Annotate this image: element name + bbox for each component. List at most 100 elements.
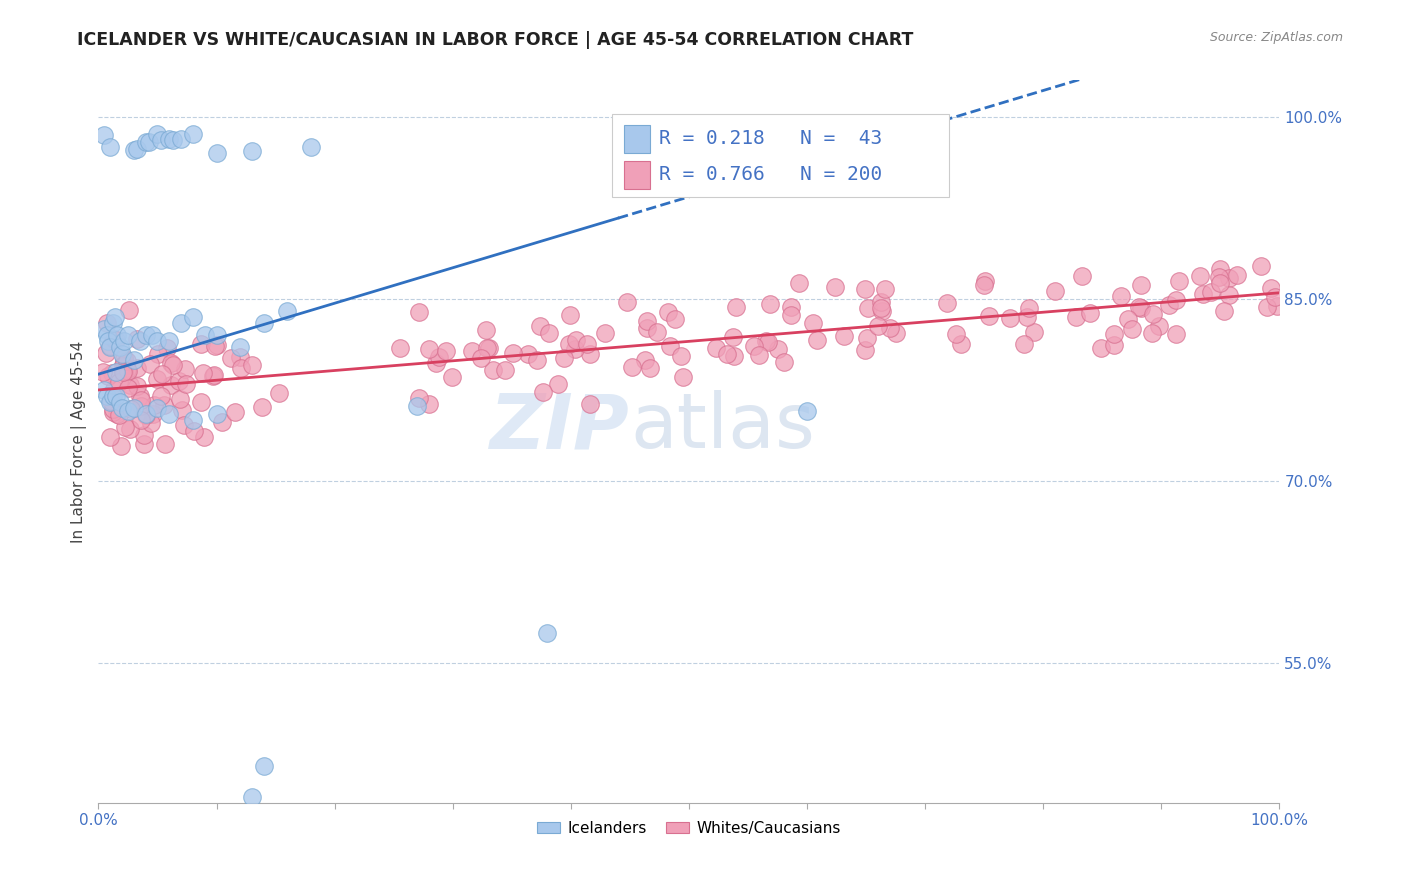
Point	[806, 333, 828, 347]
Point	[105, 407, 128, 421]
Point	[494, 363, 516, 377]
Point	[408, 391, 430, 405]
Point	[856, 331, 879, 345]
Point	[1209, 276, 1232, 290]
Point	[93, 383, 115, 397]
Point	[100, 339, 122, 353]
Point	[134, 437, 156, 451]
Text: ZIP: ZIP	[491, 390, 630, 464]
Point	[787, 276, 810, 290]
Point	[441, 369, 464, 384]
Point	[157, 334, 180, 349]
Point	[120, 401, 142, 416]
Point	[146, 401, 169, 416]
Point	[773, 355, 796, 369]
Point	[229, 340, 252, 354]
Point	[101, 366, 124, 380]
Point	[101, 316, 124, 330]
Point	[162, 133, 184, 147]
Point	[1265, 299, 1288, 313]
Point	[388, 341, 411, 355]
Point	[716, 346, 738, 360]
Point	[1142, 307, 1164, 321]
Point	[181, 128, 204, 142]
Point	[564, 334, 586, 348]
Point	[135, 408, 157, 422]
Point	[150, 367, 173, 381]
Point	[616, 294, 638, 309]
Point	[122, 352, 145, 367]
Point	[108, 395, 131, 409]
Point	[127, 379, 149, 393]
Point	[1128, 300, 1150, 314]
Point	[173, 417, 195, 432]
Point	[478, 341, 501, 355]
Point	[146, 371, 169, 385]
Point	[950, 337, 973, 351]
Point	[267, 385, 290, 400]
Point	[576, 336, 599, 351]
Point	[129, 400, 152, 414]
Point	[190, 394, 212, 409]
Point	[425, 356, 447, 370]
Point	[91, 366, 114, 380]
Point	[138, 135, 160, 149]
Point	[780, 300, 803, 314]
Point	[1157, 298, 1180, 312]
Point	[122, 143, 145, 157]
Point	[873, 282, 896, 296]
Point	[93, 322, 115, 336]
Point	[1140, 326, 1163, 340]
Point	[111, 359, 134, 373]
Point	[170, 131, 193, 145]
Point	[98, 140, 121, 154]
Point	[1250, 259, 1272, 273]
Point	[664, 311, 686, 326]
Point	[122, 401, 145, 416]
Point	[205, 145, 228, 160]
Point	[112, 334, 135, 349]
Point	[107, 408, 129, 422]
Point	[669, 349, 692, 363]
Point	[156, 341, 179, 355]
Point	[98, 430, 121, 444]
Point	[149, 389, 172, 403]
Point	[1189, 268, 1212, 283]
Point	[202, 368, 225, 382]
Point	[803, 316, 825, 330]
Point	[141, 328, 163, 343]
Point	[101, 405, 124, 419]
Text: R = 0.218   N =  43: R = 0.218 N = 43	[659, 129, 883, 148]
Point	[560, 309, 582, 323]
Point	[229, 350, 252, 364]
Point	[152, 398, 174, 412]
Point	[142, 407, 165, 421]
Point	[201, 369, 224, 384]
Point	[191, 366, 214, 380]
Point	[108, 375, 131, 389]
Point	[118, 303, 141, 318]
Point	[162, 359, 184, 373]
Point	[1121, 321, 1143, 335]
Point	[96, 389, 118, 403]
Point	[1218, 270, 1240, 285]
Point	[748, 348, 770, 362]
Point	[112, 359, 135, 374]
Point	[1208, 269, 1230, 284]
Point	[1024, 325, 1046, 339]
Point	[204, 339, 226, 353]
Point	[1102, 326, 1125, 341]
Point	[157, 131, 180, 145]
Point	[1129, 278, 1152, 293]
Point	[105, 389, 128, 403]
Point	[434, 344, 457, 359]
Point	[194, 328, 217, 343]
Point	[115, 354, 138, 368]
Point	[135, 407, 157, 421]
Point	[103, 332, 125, 346]
Point	[224, 405, 246, 419]
Point	[1164, 293, 1187, 308]
Point	[205, 328, 228, 343]
Point	[870, 294, 893, 309]
Point	[129, 392, 152, 407]
